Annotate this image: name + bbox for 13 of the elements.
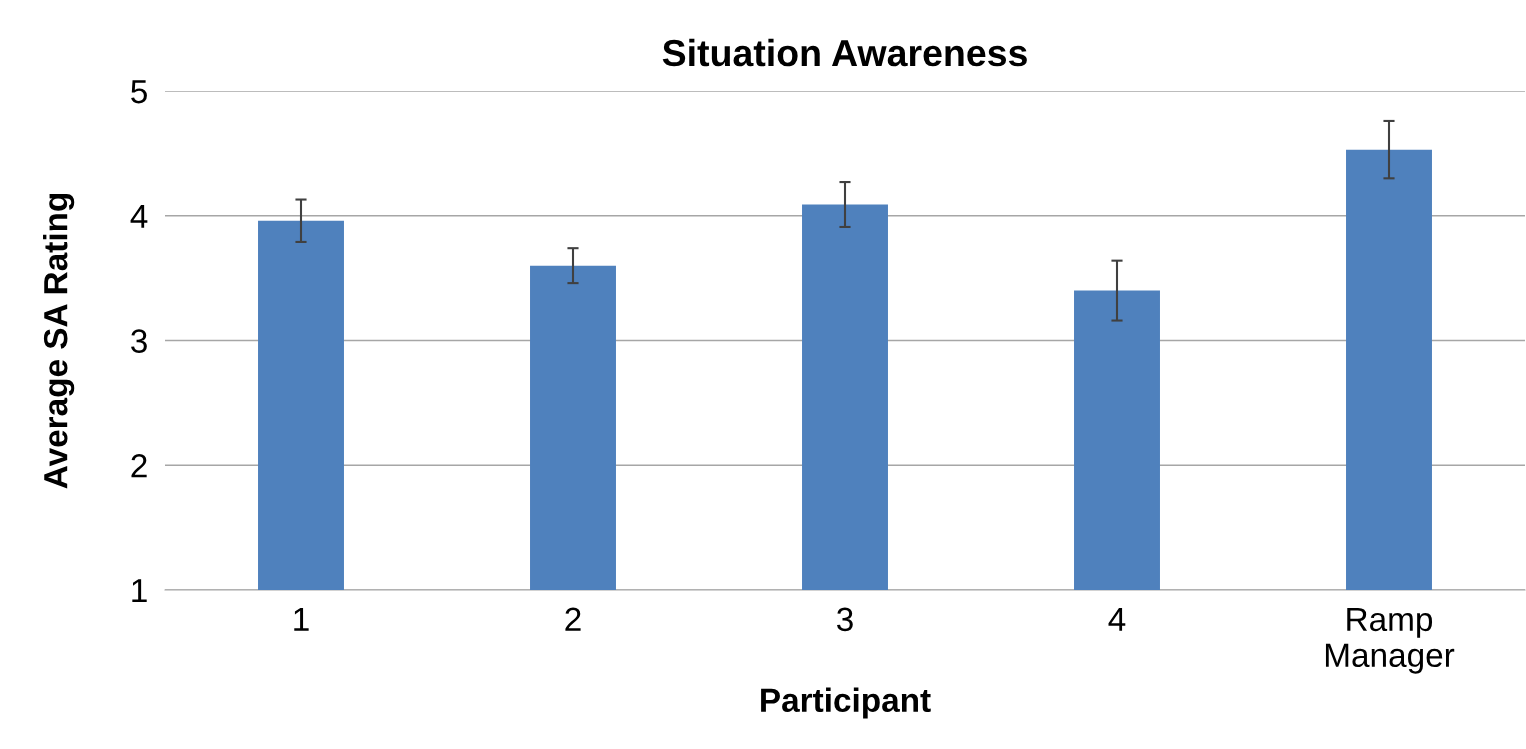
- x-tick-label: Ramp Manager: [1325, 607, 1455, 674]
- x-tick-label: 4: [1108, 607, 1126, 631]
- y-tick-label: 4: [130, 204, 148, 228]
- x-tick-label: 3: [837, 607, 853, 632]
- x-tick-label: 1: [294, 607, 309, 631]
- y-axis-title: Average SA Rating: [43, 193, 75, 489]
- y-tick-label: 3: [131, 329, 147, 353]
- y-tick-label: 1: [132, 579, 147, 603]
- y-tick-label: 5: [131, 80, 147, 104]
- y-tick-label: 2: [131, 454, 147, 478]
- chart-title: Situation Awareness: [662, 38, 1027, 67]
- x-axis-title: Participant: [761, 687, 931, 719]
- x-tick-label: 2: [565, 607, 581, 631]
